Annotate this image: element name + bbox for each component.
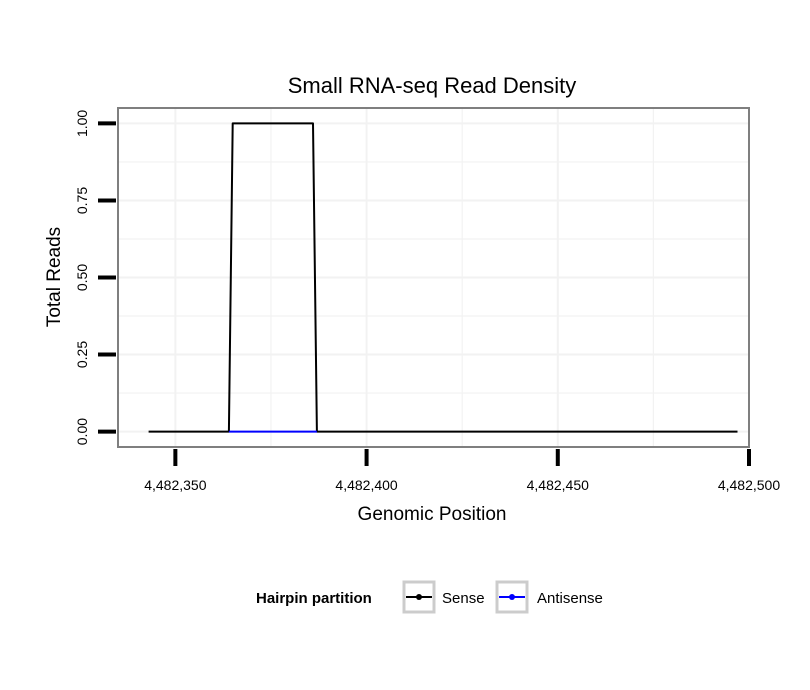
x-tick-label: 4,482,400 bbox=[335, 477, 397, 493]
y-axis: 0.00 0.25 0.50 0.75 1.00 bbox=[74, 110, 116, 445]
chart-title: Small RNA-seq Read Density bbox=[288, 73, 577, 98]
y-tick-label: 0.75 bbox=[74, 187, 90, 214]
legend-title: Hairpin partition bbox=[256, 590, 372, 607]
x-axis: 4,482,350 4,482,400 4,482,450 4,482,500 bbox=[144, 449, 780, 493]
y-tick-label: 0.50 bbox=[74, 264, 90, 291]
legend-label-sense: Sense bbox=[442, 590, 485, 607]
series-lines bbox=[148, 122, 738, 433]
y-tick-label: 0.25 bbox=[74, 341, 90, 368]
x-tick-label: 4,482,350 bbox=[144, 477, 206, 493]
x-tick-label: 4,482,500 bbox=[718, 477, 780, 493]
y-axis-title: Total Reads bbox=[44, 227, 65, 327]
plot-border bbox=[117, 107, 750, 448]
y-tick-label: 0.00 bbox=[74, 418, 90, 445]
series-line-sense bbox=[148, 122, 738, 433]
x-tick-label: 4,482,450 bbox=[527, 477, 589, 493]
legend: Hairpin partition Sense Antisense bbox=[256, 580, 603, 614]
legend-label-antisense: Antisense bbox=[537, 590, 603, 607]
x-axis-title: Genomic Position bbox=[358, 504, 507, 525]
legend-key-sense-point bbox=[416, 594, 422, 600]
y-tick-label: 1.00 bbox=[74, 110, 90, 137]
legend-key-antisense-point bbox=[509, 594, 515, 600]
